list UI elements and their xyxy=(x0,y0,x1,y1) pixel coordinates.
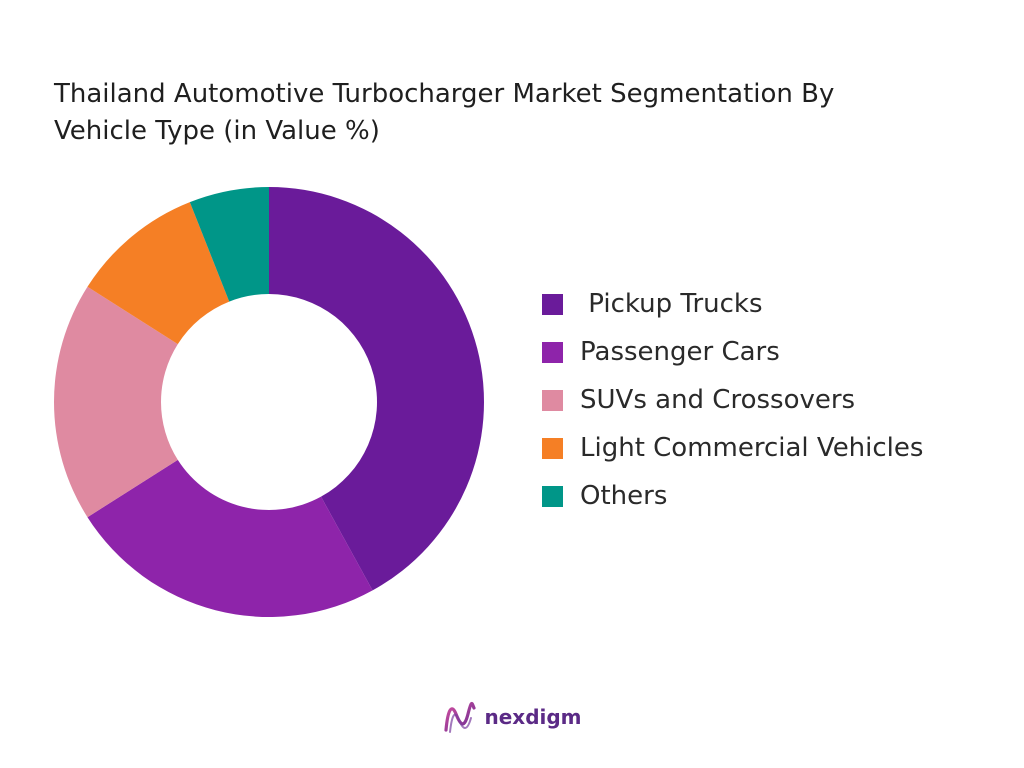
brand-name: nexdigm xyxy=(484,705,582,729)
legend-swatch-pickup-trucks xyxy=(542,293,563,315)
donut-slice-others xyxy=(189,187,269,302)
donut-slice-pickup-trucks xyxy=(269,187,484,591)
nexdigm-logo-icon xyxy=(444,701,477,733)
legend-swatch-suvs-and-crossovers xyxy=(542,389,563,411)
brand-logo: nexdigm xyxy=(0,700,1024,734)
donut-slice-passenger-cars xyxy=(87,459,373,617)
legend-label-light-commercial-vehicles: Light Commercial Vehicles xyxy=(580,433,924,463)
legend-item-pickup-trucks: Pickup Trucks xyxy=(542,280,1012,328)
chart-title: Thailand Automotive Turbocharger Market … xyxy=(54,76,1004,150)
legend-label-others: Others xyxy=(580,481,668,511)
donut-slice-light-commercial-vehicles xyxy=(87,202,230,345)
legend-item-suvs-and-crossovers: SUVs and Crossovers xyxy=(542,376,1012,424)
chart-title-line-1: Thailand Automotive Turbocharger Market … xyxy=(54,79,835,109)
legend-label-passenger-cars: Passenger Cars xyxy=(580,337,780,367)
legend-label-suvs-and-crossovers: SUVs and Crossovers xyxy=(580,385,856,415)
legend-label-pickup-trucks: Pickup Trucks xyxy=(580,289,763,319)
legend-swatch-light-commercial-vehicles xyxy=(542,437,563,459)
legend-swatch-passenger-cars xyxy=(542,341,563,363)
legend-item-passenger-cars: Passenger Cars xyxy=(542,328,1012,376)
legend-item-others: Others xyxy=(542,472,1012,520)
legend-item-light-commercial-vehicles: Light Commercial Vehicles xyxy=(542,424,1012,472)
chart-title-line-2: Vehicle Type (in Value %) xyxy=(54,116,380,146)
donut-slice-suvs-and-crossovers xyxy=(54,286,178,518)
legend-swatch-others xyxy=(542,485,563,507)
legend: Pickup Trucks Passenger Cars SUVs and Cr… xyxy=(542,280,1012,520)
